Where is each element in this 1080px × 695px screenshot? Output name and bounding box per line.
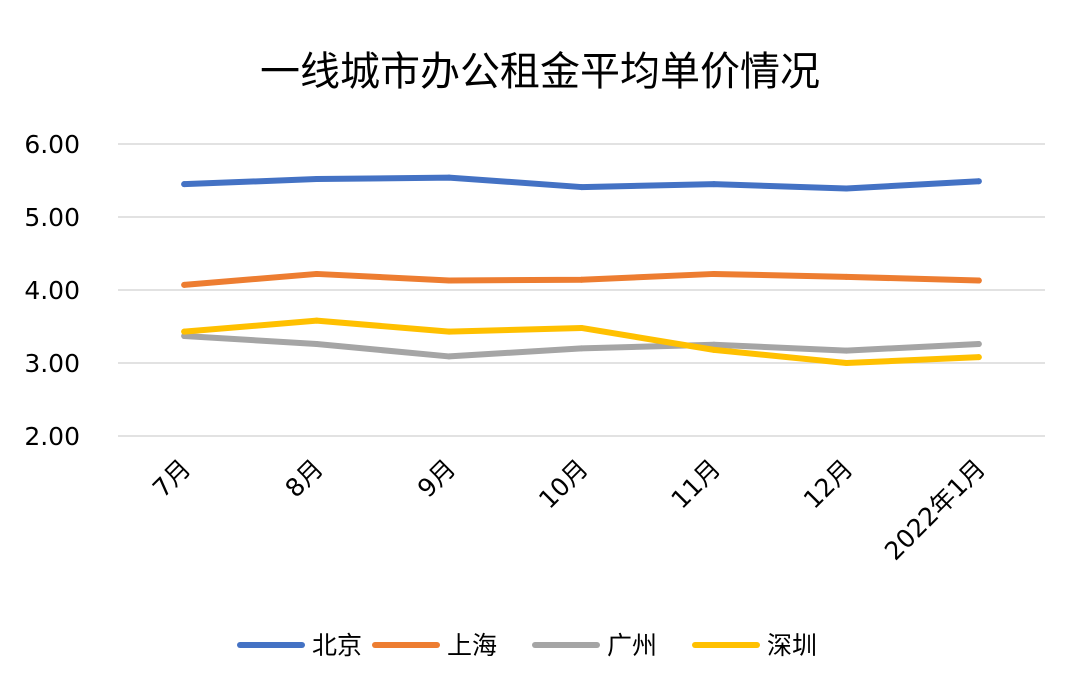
data-point [975,178,982,185]
data-point [446,353,453,360]
legend-item: 北京 [237,631,362,660]
series-3 [181,317,982,366]
y-tick-label: 6.00 [24,130,80,159]
data-point [313,270,320,277]
legend: 北京 上海 广州 深圳 [237,631,817,660]
data-point [313,317,320,324]
legend-item: 广州 [532,631,657,660]
data-point [710,346,717,353]
series-1 [181,270,982,288]
y-tick-label: 5.00 [24,203,80,232]
x-tick-label: 10月 [533,454,594,515]
x-tick-label: 7月 [147,454,196,503]
x-tick-label: 8月 [279,454,328,503]
legend-label: 上海 [447,631,497,660]
series-0 [181,174,982,192]
data-point [975,354,982,361]
data-point [843,185,850,192]
legend-item: 上海 [372,631,497,660]
data-point [710,181,717,188]
data-point [975,277,982,284]
x-tick-label: 11月 [665,454,726,515]
data-point [710,341,717,348]
data-point [578,345,585,352]
legend-label: 广州 [607,631,657,660]
data-point [313,341,320,348]
data-point [975,341,982,348]
data-point [710,270,717,277]
data-point [578,276,585,283]
legend-item: 深圳 [692,631,817,660]
series-2 [181,332,982,360]
y-tick-label: 3.00 [24,349,80,378]
legend-label: 深圳 [767,631,817,660]
data-point [578,324,585,331]
data-point [181,328,188,335]
data-point [181,181,188,188]
y-tick-label: 4.00 [24,276,80,305]
y-axis-ticks: 2.00 3.00 4.00 5.00 6.00 [24,130,80,451]
y-tick-label: 2.00 [24,422,80,451]
data-point [843,273,850,280]
data-point [446,328,453,335]
data-point [446,277,453,284]
data-point [446,174,453,181]
x-tick-label: 12月 [798,454,859,515]
x-tick-label: 2022年1月 [879,454,991,566]
data-point [843,360,850,366]
series-lines [181,174,982,366]
x-axis-ticks: 7月 8月 9月 10月 11月 12月 2022年1月 [147,454,991,566]
x-tick-label: 9月 [412,454,461,503]
data-point [313,176,320,183]
chart-title: 一线城市办公租金平均单价情况 [260,49,820,95]
data-point [578,184,585,191]
data-point [843,347,850,354]
legend-label: 北京 [312,631,362,660]
data-point [181,281,188,288]
